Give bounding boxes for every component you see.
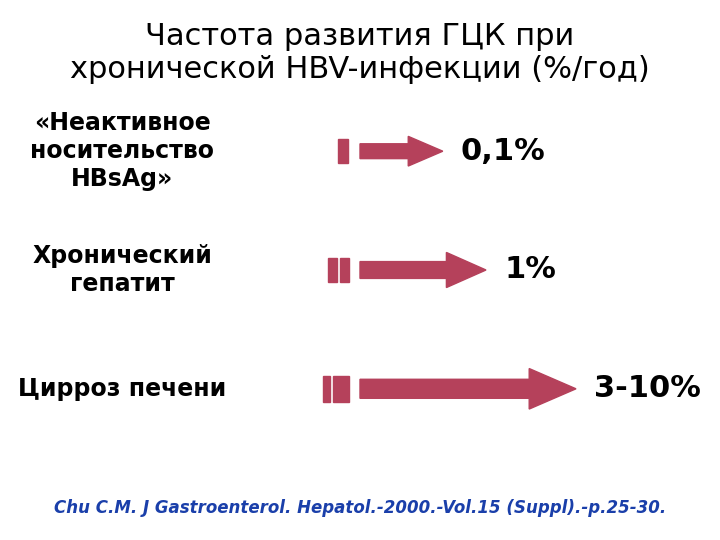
Text: Chu C.M. J Gastroenterol. Hepatol.-2000.-Vol.15 (Suppl).-p.25-30.: Chu C.M. J Gastroenterol. Hepatol.-2000.… (54, 498, 666, 517)
FancyArrow shape (360, 368, 576, 409)
Text: 1%: 1% (504, 255, 556, 285)
Text: Цирроз печени: Цирроз печени (18, 377, 227, 401)
Bar (340, 258, 349, 282)
Bar (328, 258, 337, 282)
Bar (323, 376, 330, 402)
Text: 3-10%: 3-10% (594, 374, 701, 403)
FancyArrow shape (360, 252, 486, 287)
Text: Частота развития ГЦК при
хронической HBV-инфекции (%/год): Частота развития ГЦК при хронической HBV… (70, 22, 650, 84)
Text: «Неактивное
носительство
HBsAg»: «Неактивное носительство HBsAg» (30, 111, 215, 191)
Text: Хронический
гепатит: Хронический гепатит (32, 244, 212, 296)
Text: 0,1%: 0,1% (461, 137, 546, 166)
Bar (338, 139, 348, 163)
Bar (333, 376, 349, 402)
FancyArrow shape (360, 137, 443, 166)
